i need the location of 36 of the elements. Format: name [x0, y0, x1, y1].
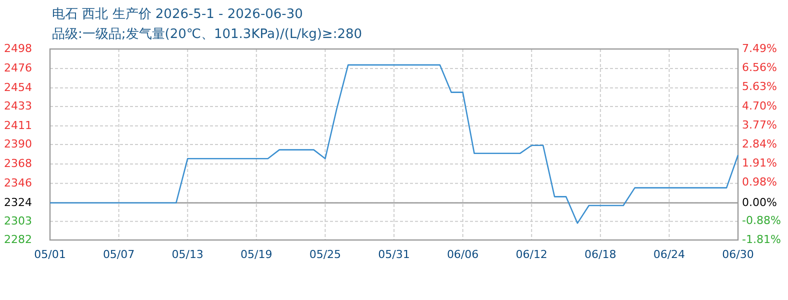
y2-tick-label: -1.81% [742, 233, 781, 246]
y-tick-label: 2282 [4, 233, 32, 246]
y-tick-label: 2390 [4, 138, 32, 151]
y-tick-label: 2368 [4, 156, 32, 170]
x-tick-label: 05/07 [102, 248, 135, 261]
x-tick-label: 05/19 [240, 248, 272, 261]
y2-tick-label: 0.00% [742, 196, 777, 209]
x-tick-label: 06/06 [446, 248, 479, 261]
x-tick-label: 05/01 [34, 248, 66, 261]
y2-tick-label: 0.98% [742, 176, 777, 189]
y2-tick-label: 5.63% [742, 80, 777, 94]
x-tick-label: 06/30 [722, 248, 754, 261]
y2-tick-label: 1.91% [742, 156, 777, 170]
y-tick-label: 2476 [4, 61, 32, 74]
chart-subtitle: 品级:一级品;发气量(20℃、101.3KPa)/(L/kg)≥:280 [52, 27, 362, 42]
y-tick-label: 2433 [4, 99, 32, 112]
y2-tick-label: 2.84% [742, 138, 777, 151]
y-tick-label: 2454 [4, 80, 32, 94]
x-tick-label: 05/25 [309, 248, 342, 261]
y-tick-label: 2346 [4, 176, 32, 190]
y-tick-label: 2324 [4, 196, 32, 209]
x-tick-label: 06/12 [516, 248, 548, 261]
x-tick-label: 05/31 [378, 248, 410, 261]
y2-tick-label: 6.56% [742, 61, 777, 74]
y-tick-label: 2411 [4, 118, 32, 132]
chart-title: 电石 西北 生产价 2026-5-1 - 2026-06-30 [52, 7, 303, 22]
x-tick-label: 06/18 [584, 248, 616, 261]
y2-tick-label: 7.49% [742, 42, 777, 56]
line-series [49, 64, 739, 224]
y2-tick-label: -0.88% [742, 214, 781, 227]
y2-tick-label: 4.70% [742, 99, 777, 112]
x-tick-label: 05/13 [172, 248, 204, 261]
y2-tick-label: 3.77% [742, 118, 777, 132]
x-tick-label: 06/24 [653, 248, 686, 261]
y-tick-label: 2303 [4, 214, 32, 228]
y-tick-label: 2498 [4, 42, 32, 56]
